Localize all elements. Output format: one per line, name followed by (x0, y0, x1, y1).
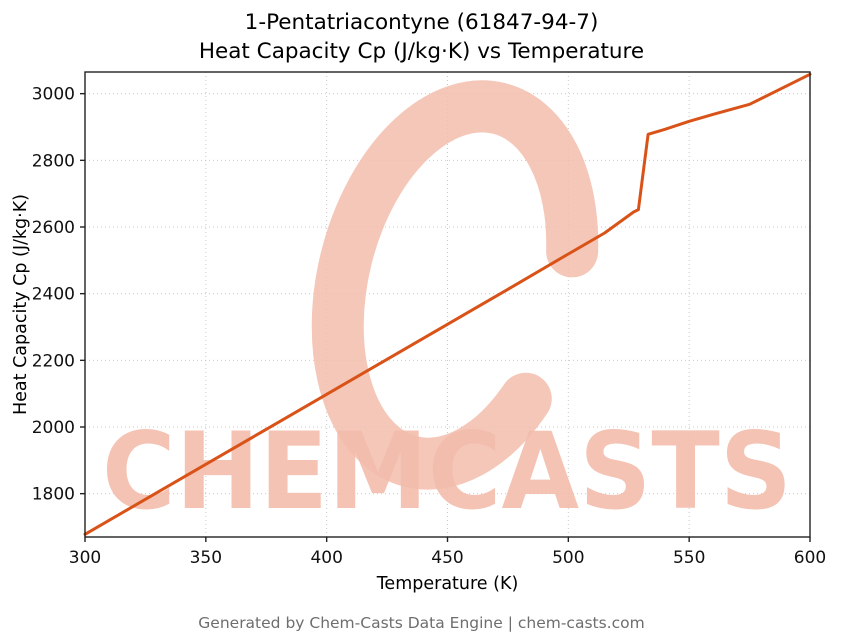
chemcasts-logo-ring-icon (311, 80, 599, 490)
y-axis-label: Heat Capacity Cp (J/kg·K) (11, 194, 31, 415)
svg-text:2200: 2200 (32, 351, 75, 371)
svg-text:3000: 3000 (32, 85, 75, 105)
svg-text:600: 600 (794, 548, 826, 568)
axis-ticks: 300 350 400 450 500 550 600 1800 2000 2200 2400 260… (32, 85, 826, 568)
svg-text:500: 500 (552, 548, 584, 568)
svg-text:2400: 2400 (32, 285, 75, 305)
footer-credit: Generated by Chem-Casts Data Engine | ch… (198, 614, 645, 632)
chart-title-line-2: Heat Capacity Cp (J/kg·K) vs Temperature (198, 39, 645, 65)
svg-text:300: 300 (69, 548, 101, 568)
svg-text:350: 350 (190, 548, 222, 568)
svg-text:2600: 2600 (32, 218, 75, 238)
svg-text:2000: 2000 (32, 418, 75, 438)
svg-text:400: 400 (310, 548, 342, 568)
chart-title-line-1: 1-Pentatriacontyne (61847-94-7) (244, 10, 599, 35)
svg-text:550: 550 (673, 548, 705, 568)
x-axis-label: Temperature (K) (376, 574, 519, 594)
svg-text:2800: 2800 (32, 151, 75, 171)
watermark-text: CHEMCASTS (102, 410, 792, 533)
chemcasts-watermark: CHEMCASTS (102, 80, 792, 533)
series-line (83, 72, 812, 536)
svg-text:450: 450 (431, 548, 463, 568)
svg-text:1800: 1800 (32, 485, 75, 505)
chart-title: 1-Pentatriacontyne (61847-94-7) Heat Cap… (0, 8, 843, 66)
